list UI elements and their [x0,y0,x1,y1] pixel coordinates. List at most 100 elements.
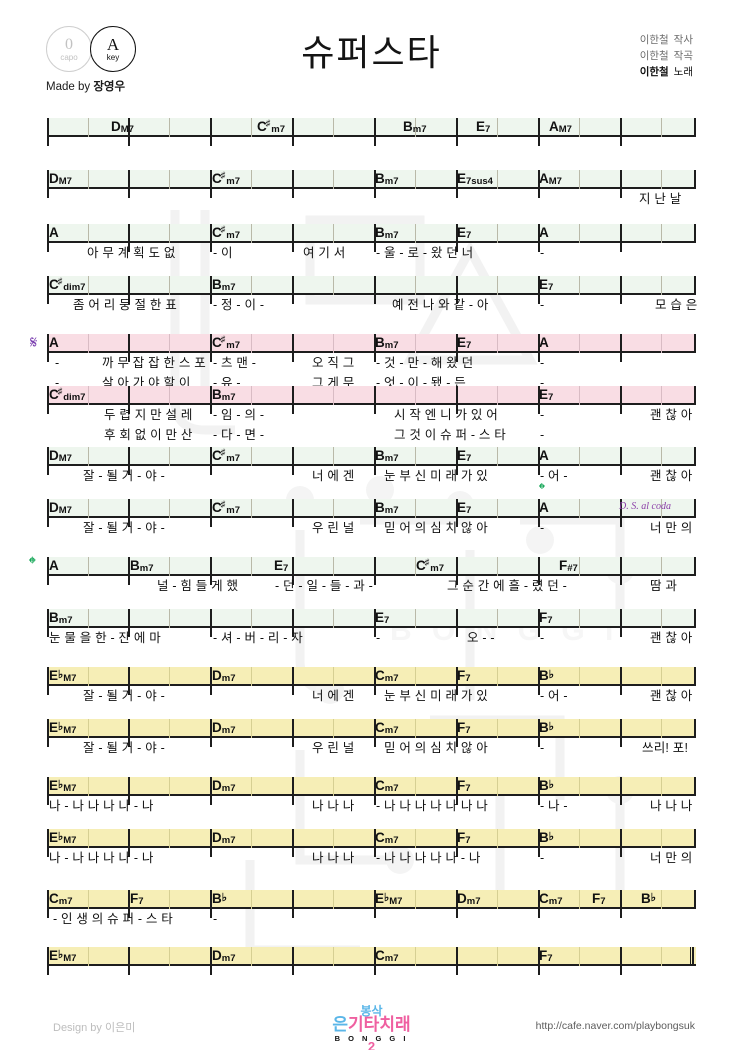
half-measure-tick [497,224,498,243]
barline [456,276,458,295]
chord-root: C [375,948,385,963]
barline [694,447,696,466]
barline [210,447,212,466]
barline [128,777,130,796]
chord-quality: M7 [558,124,572,135]
chord-quality: dim7 [63,392,86,403]
barline-stub [620,243,622,252]
chord-symbol: Bm7 [49,610,72,627]
barline [374,557,376,576]
half-measure-tick [497,777,498,796]
lyric-segment: 너 에 겐 [312,689,355,703]
half-measure-tick [88,777,89,796]
half-measure-tick [661,557,662,576]
chord-root: D [212,778,222,793]
half-measure-tick [497,447,498,466]
barline [538,499,540,518]
barline [374,499,376,518]
lyric-segment: 아 무 계 획 도 없 [87,246,176,260]
lyric-segment: 까 무 잡 잡 한 스 포 [102,356,206,370]
half-measure-tick [497,334,498,353]
barline [210,667,212,686]
half-measure-tick [661,947,662,966]
chord-system: A Bm7 E7 C♯m7 F#7 𝄌 널 - 힘 들 게 했- 던 - 일 - 들 - 과… [29,555,696,596]
flat-icon: ♭ [650,892,656,904]
barline [292,386,294,405]
half-measure-tick [169,170,170,189]
chord-root: E [539,387,549,402]
lyric-line: 잘 - 될 거 - 야 - 너 에 겐 눈 부 신 미 래 가 있 - 어 - 괜 찮 … [47,686,696,706]
flat-icon: ♭ [548,721,554,733]
chord-symbol: Dm7 [212,668,235,685]
lyric-line: 지 난 날 [47,189,696,209]
barline-stub [47,848,49,857]
chord-root: C [416,558,426,573]
half-measure-tick [415,276,416,295]
half-measure-tick [251,557,252,576]
chord-root: A [549,119,559,134]
half-measure-tick [169,276,170,295]
barline [620,777,622,796]
chord-root: D [212,948,222,963]
chord-quality: m7 [226,230,240,241]
barline [210,719,212,738]
chord-quality: 7 [547,953,553,964]
chord-root: E [375,610,385,625]
barline-stub [292,243,294,252]
chord-root: F [457,830,466,845]
logo-line-3: B O N G G I [334,1034,409,1043]
barline [128,276,130,295]
made-by-name: 장영우 [93,81,126,93]
logo-line-2a: 은 [332,1015,349,1034]
barline-stub [292,848,294,857]
barline-stub [538,628,540,637]
half-measure-tick [579,557,580,576]
barline [694,890,696,909]
barline [620,447,622,466]
site-url[interactable]: http://cafe.naver.com/playbongsuk [535,1020,695,1032]
barline [292,170,294,189]
barline-stub [210,628,212,637]
chord-symbol: E♭M7 [49,720,76,737]
barline [538,947,540,966]
chord-symbol: Dm7 [457,891,480,908]
barline-stub [620,966,622,975]
chord-symbol: F7 [457,668,471,685]
chord-symbol: Cm7 [375,720,398,737]
barline [128,890,130,909]
barline [456,224,458,243]
half-measure-tick [661,890,662,909]
half-measure-tick [415,334,416,353]
chord-quality: m7 [384,505,399,516]
half-measure-tick [661,777,662,796]
credit-singer-name: 이한철 [639,66,669,78]
chord-symbol: E♭M7 [49,830,76,847]
half-measure-tick [251,118,252,137]
lyric-segment: 나 나 나 [650,799,693,813]
chord-quality: M7 [63,783,77,794]
half-measure-tick [169,829,170,848]
barline [456,947,458,966]
chord-quality: m7 [548,896,563,907]
half-measure-tick [251,447,252,466]
barline-stub [128,353,130,362]
barline-stub [374,466,376,475]
barline-stub [456,405,458,414]
chord-symbol: Cm7 [539,891,562,908]
flat-icon: ♭ [384,892,390,904]
chord-root: B [212,277,222,292]
half-measure-tick [497,719,498,738]
half-measure-tick [251,499,252,518]
chord-quality: m7 [384,176,399,187]
barline-stub [292,189,294,198]
barline-stub [292,518,294,527]
chord-quality: M7 [63,953,77,964]
chord-root: E [274,558,284,573]
chord-root: D [212,668,222,683]
barline [210,557,212,576]
final-double-barline [690,947,694,966]
barline-stub [456,576,458,585]
barline [292,667,294,686]
chord-quality: m7 [384,725,399,736]
